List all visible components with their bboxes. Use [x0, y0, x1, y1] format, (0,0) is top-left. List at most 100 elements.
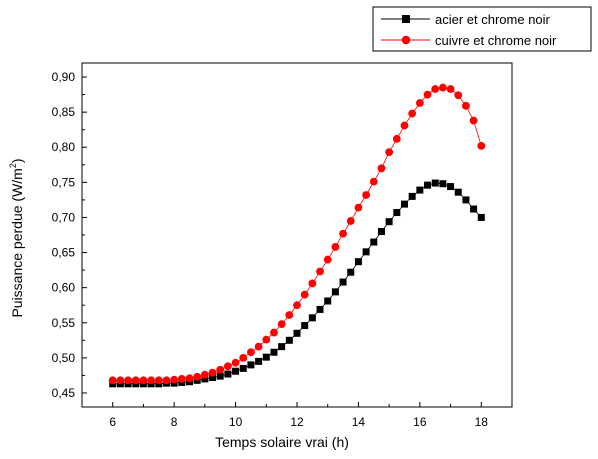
- legend: acier et chrome noir cuivre et chrome no…: [372, 6, 592, 52]
- data-point: [270, 348, 278, 356]
- legend-box: [372, 6, 592, 52]
- data-point: [162, 376, 171, 385]
- data-point: [185, 374, 194, 383]
- data-point: [477, 213, 485, 221]
- data-point: [239, 353, 248, 362]
- data-point: [462, 196, 470, 204]
- data-point: [331, 288, 339, 296]
- data-point: [370, 238, 378, 246]
- y-axis-label-superscript: 2: [8, 163, 18, 168]
- data-point: [239, 364, 247, 372]
- data-point: [423, 90, 432, 99]
- data-point: [439, 180, 447, 188]
- data-point: [255, 357, 263, 365]
- data-point: [362, 248, 370, 256]
- data-point: [270, 328, 278, 337]
- y-axis-label-main: Puissance perdue (W/m: [9, 168, 25, 317]
- y-tick-label: 0,90: [52, 70, 76, 84]
- data-point: [232, 367, 240, 375]
- data-point: [223, 362, 232, 371]
- data-point: [177, 375, 186, 383]
- data-point: [124, 376, 132, 385]
- data-point: [431, 179, 439, 187]
- data-point: [200, 370, 209, 379]
- data-point: [438, 83, 447, 92]
- data-point: [170, 375, 179, 384]
- data-point: [139, 376, 148, 385]
- data-point: [393, 209, 401, 217]
- data-point: [247, 361, 255, 369]
- data-point: [415, 99, 424, 107]
- x-tick-label: 12: [290, 415, 304, 429]
- data-point: [285, 336, 293, 344]
- x-axis-label: Temps solaire vrai (h): [215, 434, 349, 450]
- data-point: [108, 376, 117, 385]
- x-tick-label: 16: [413, 415, 427, 429]
- data-point: [346, 217, 355, 225]
- data-point: [462, 101, 470, 110]
- data-point: [293, 301, 301, 310]
- y-tick-label: 0,50: [52, 351, 76, 365]
- data-point: [392, 134, 401, 143]
- series-cuivre-et-chrome-noir: [108, 83, 486, 385]
- x-axis: 6 8 10 12 14 16 18: [109, 402, 488, 429]
- data-point: [209, 374, 217, 382]
- data-point: [454, 188, 462, 196]
- data-point: [431, 85, 440, 93]
- y-axis-label-close: ): [9, 158, 25, 163]
- y-tick-label: 0,70: [52, 210, 76, 224]
- data-point: [400, 121, 409, 130]
- data-point: [408, 192, 416, 200]
- data-point: [316, 267, 324, 276]
- y-tick-label: 0,45: [52, 386, 76, 400]
- y-tick-label: 0,65: [52, 246, 76, 260]
- data-point: [408, 109, 417, 118]
- data-point: [308, 279, 317, 288]
- data-point: [147, 376, 156, 385]
- data-point: [131, 376, 140, 385]
- y-tick-label: 0,80: [52, 140, 76, 154]
- data-point: [308, 314, 316, 322]
- data-point: [377, 227, 385, 235]
- data-point: [454, 91, 463, 100]
- data-point: [385, 218, 393, 226]
- x-tick-label: 14: [352, 415, 366, 429]
- legend-marker-acier: [402, 15, 410, 23]
- legend-label-acier: acier et chrome noir: [435, 12, 551, 27]
- data-point: [254, 342, 263, 351]
- data-point: [377, 164, 386, 173]
- y-tick-label: 0,55: [52, 316, 76, 330]
- data-point: [285, 311, 294, 319]
- data-point: [446, 85, 455, 93]
- data-point: [323, 255, 332, 264]
- data-point: [369, 177, 378, 186]
- y-tick-label: 0,85: [52, 105, 76, 119]
- data-point: [354, 258, 362, 266]
- data-point: [193, 372, 202, 381]
- data-point: [347, 268, 355, 276]
- series-layer: [108, 83, 486, 388]
- data-point: [385, 148, 394, 157]
- data-point: [331, 243, 340, 251]
- data-point: [362, 191, 371, 199]
- data-point: [447, 183, 455, 191]
- y-axis: 0,45 0,50 0,55 0,60 0,65 0,70 0,75 0,80 0,85 0,90: [52, 70, 87, 400]
- x-tick-label: 8: [171, 415, 178, 429]
- data-point: [401, 200, 408, 208]
- data-point: [278, 343, 286, 351]
- x-tick-label: 6: [109, 415, 116, 429]
- data-point: [216, 365, 225, 374]
- data-point: [277, 320, 286, 329]
- data-point: [300, 290, 309, 299]
- data-point: [424, 181, 432, 189]
- y-axis-label: Puissance perdue (W/m2): [8, 158, 25, 317]
- data-point: [154, 376, 163, 385]
- data-point: [293, 329, 301, 337]
- data-point: [316, 305, 324, 313]
- data-point: [339, 229, 347, 238]
- legend-marker-cuivre: [401, 35, 411, 45]
- data-point: [470, 205, 478, 213]
- data-point: [224, 370, 232, 378]
